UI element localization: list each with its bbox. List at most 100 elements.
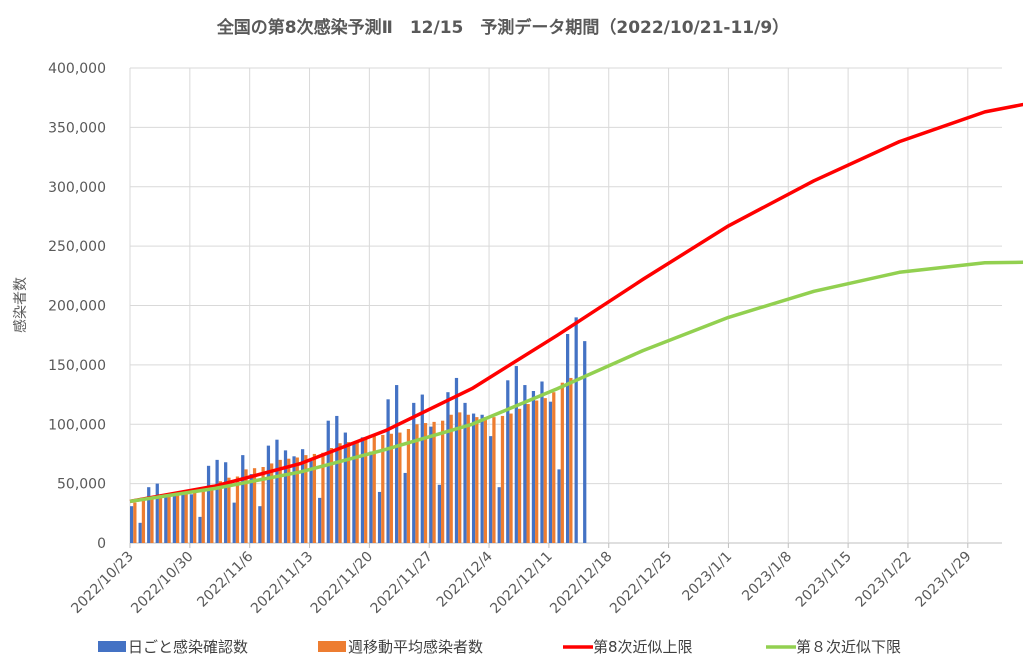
y-tick-label: 350,000 [48, 120, 106, 136]
weekly-average-bar [458, 412, 462, 543]
daily-cases-bar [412, 402, 416, 543]
weekly-average-bar [406, 429, 411, 543]
daily-cases-bar [557, 469, 561, 543]
weekly-average-bar [526, 404, 530, 543]
weekly-average-bar [295, 457, 299, 543]
daily-cases-bar [326, 420, 330, 543]
daily-cases-bar [147, 487, 151, 543]
weekly-average-bar [466, 414, 470, 543]
weekly-average-bar [364, 438, 368, 543]
weekly-average-bar [398, 432, 402, 543]
weekly-average-bar [278, 459, 282, 543]
weekly-average-bar [543, 398, 547, 543]
x-tick-label: 2022/11/27 [368, 549, 436, 617]
daily-cases-bar [300, 449, 305, 543]
daily-cases-bar [489, 436, 493, 543]
weekly-average-bar [355, 440, 359, 543]
daily-cases-bar [360, 437, 365, 543]
weekly-average-bar [423, 423, 428, 543]
daily-cases-bar [206, 465, 211, 543]
weekly-average-bar [244, 469, 248, 543]
weekly-average-bar [552, 392, 556, 543]
x-tick-label: 2022/10/30 [128, 549, 196, 617]
weekly-average-bar [449, 414, 453, 543]
daily-cases-bar [583, 341, 587, 543]
daily-cases-bar [309, 461, 313, 543]
x-tick-label: 2022/12/4 [434, 548, 496, 610]
weekly-average-bar [270, 463, 274, 543]
legend-label: 日ごと感染確認数 [128, 638, 248, 656]
x-tick-label: 2023/1/15 [793, 549, 855, 611]
bar-series [130, 317, 587, 543]
x-tick-label: 2022/11/6 [194, 548, 256, 610]
upper-bound-line [129, 102, 1023, 504]
legend-label: 第8次近似上限 [593, 638, 693, 656]
daily-cases-bar [386, 399, 390, 543]
y-tick-label: 300,000 [48, 180, 106, 196]
weekly-average-bar [261, 467, 265, 543]
daily-cases-bar [241, 455, 245, 543]
weekly-average-bar [321, 452, 325, 543]
weekly-average-bar [560, 382, 564, 543]
y-tick-label: 400,000 [48, 61, 106, 77]
daily-cases-bar [395, 385, 399, 543]
daily-cases-bar [463, 402, 467, 543]
x-tick-label: 2022/12/11 [487, 549, 555, 617]
weekly-average-bar [252, 468, 257, 543]
daily-cases-bar [403, 472, 407, 543]
legend-swatch [98, 641, 126, 652]
x-tick-labels: 2022/10/232022/10/302022/11/62022/11/132… [68, 548, 974, 616]
daily-cases-bar [514, 366, 518, 543]
daily-cases-bar [318, 497, 322, 543]
weekly-average-bar [141, 500, 146, 543]
daily-cases-bar [429, 426, 433, 543]
weekly-average-bar [483, 417, 488, 543]
weekly-average-bar [329, 448, 334, 543]
daily-cases-bar [215, 459, 219, 543]
daily-cases-bar [548, 401, 553, 543]
daily-cases-bar [352, 443, 356, 543]
y-axis-label: 感染者数 [12, 277, 29, 333]
y-tick-label: 100,000 [48, 417, 106, 433]
y-tick-label: 0 [97, 536, 106, 552]
weekly-average-bar [218, 481, 222, 543]
weekly-average-bar [415, 424, 419, 543]
daily-cases-bar [138, 522, 142, 543]
y-tick-labels: 0 50,000 100,000 150,000 200,000 250,000 300,0… [48, 61, 106, 552]
legend: 日ごと感染確認数 週移動平均感染者数 第8次近似上限 第８次近似下限 [98, 638, 901, 656]
chart-title: 全国の第8次感染予測Ⅱ 12/15 予測データ期間（2022/10/21-11/… [216, 17, 789, 38]
weekly-average-bar [210, 484, 214, 543]
daily-cases-bar [224, 462, 228, 543]
daily-cases-bar [155, 483, 159, 543]
y-tick-label: 250,000 [48, 239, 106, 255]
daily-cases-bar [232, 502, 236, 543]
weekly-average-bar [193, 491, 197, 543]
weekly-average-bar [346, 442, 351, 543]
weekly-average-bar [389, 433, 393, 543]
weekly-average-bar [184, 493, 188, 543]
daily-cases-bar [566, 334, 570, 543]
daily-cases-bar [377, 491, 382, 543]
daily-cases-bar [497, 487, 501, 543]
daily-cases-bar [292, 456, 296, 543]
x-tick-label: 2022/10/23 [68, 549, 136, 617]
daily-cases-bar [181, 491, 185, 543]
daily-cases-bar [172, 495, 176, 543]
weekly-average-bar [509, 413, 513, 543]
x-tick-label: 2022/12/18 [547, 549, 615, 617]
weekly-average-bar [492, 417, 496, 543]
x-tick-label: 2023/1/8 [739, 549, 795, 605]
daily-cases-bar [198, 516, 202, 543]
daily-cases-bar [283, 450, 288, 543]
x-tick-label: 2022/11/20 [308, 549, 376, 617]
daily-cases-bar [249, 474, 253, 543]
daily-cases-bar [164, 495, 168, 543]
weekly-average-bar [158, 496, 163, 543]
daily-cases-bar [189, 494, 194, 543]
legend-swatch [318, 641, 346, 652]
daily-cases-bar [540, 381, 544, 543]
weekly-average-bar [475, 417, 479, 543]
x-tick-label: 2023/1/22 [853, 549, 915, 611]
daily-cases-bar [369, 451, 373, 543]
